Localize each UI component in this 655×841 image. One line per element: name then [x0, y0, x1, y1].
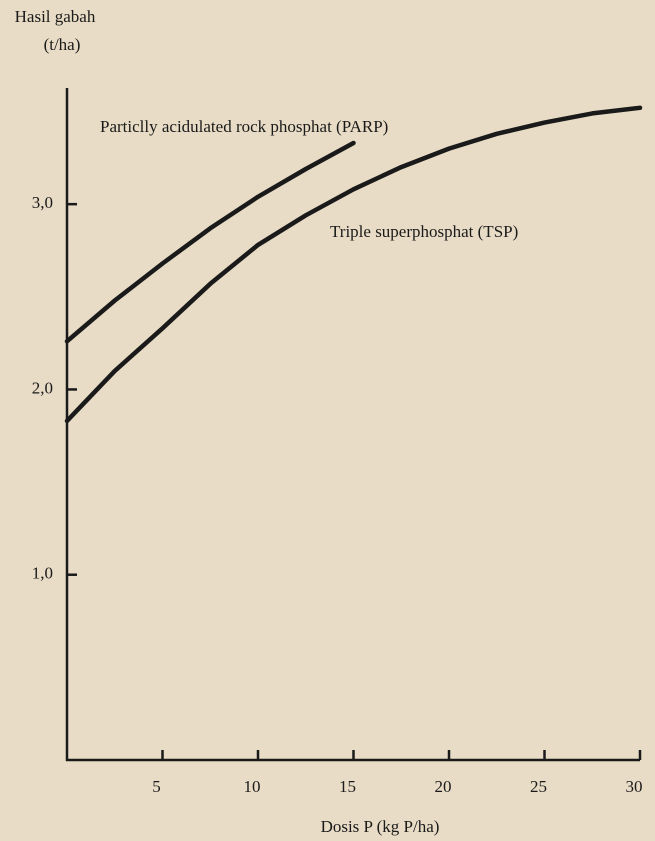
y-tick-label: 2,0 — [32, 378, 53, 397]
series-label: Triple superphosphat (TSP) — [330, 222, 518, 241]
y-tick-label: 1,0 — [32, 564, 53, 583]
x-tick-label: 25 — [530, 777, 547, 796]
x-tick-label: 20 — [435, 777, 452, 796]
x-tick-label: 10 — [244, 777, 261, 796]
y-axis-unit: (t/ha) — [44, 35, 81, 54]
y-tick-label: 3,0 — [32, 193, 53, 212]
x-tick-label: 15 — [339, 777, 356, 796]
x-tick-label: 5 — [152, 777, 161, 796]
x-tick-label: 30 — [626, 777, 643, 796]
y-axis-label: Hasil gabah — [15, 7, 96, 26]
series-label: Particlly acidulated rock phosphat (PARP… — [100, 117, 388, 136]
x-axis-label: Dosis P (kg P/ha) — [321, 817, 440, 836]
series-line — [64, 140, 356, 344]
series-line — [64, 105, 643, 424]
